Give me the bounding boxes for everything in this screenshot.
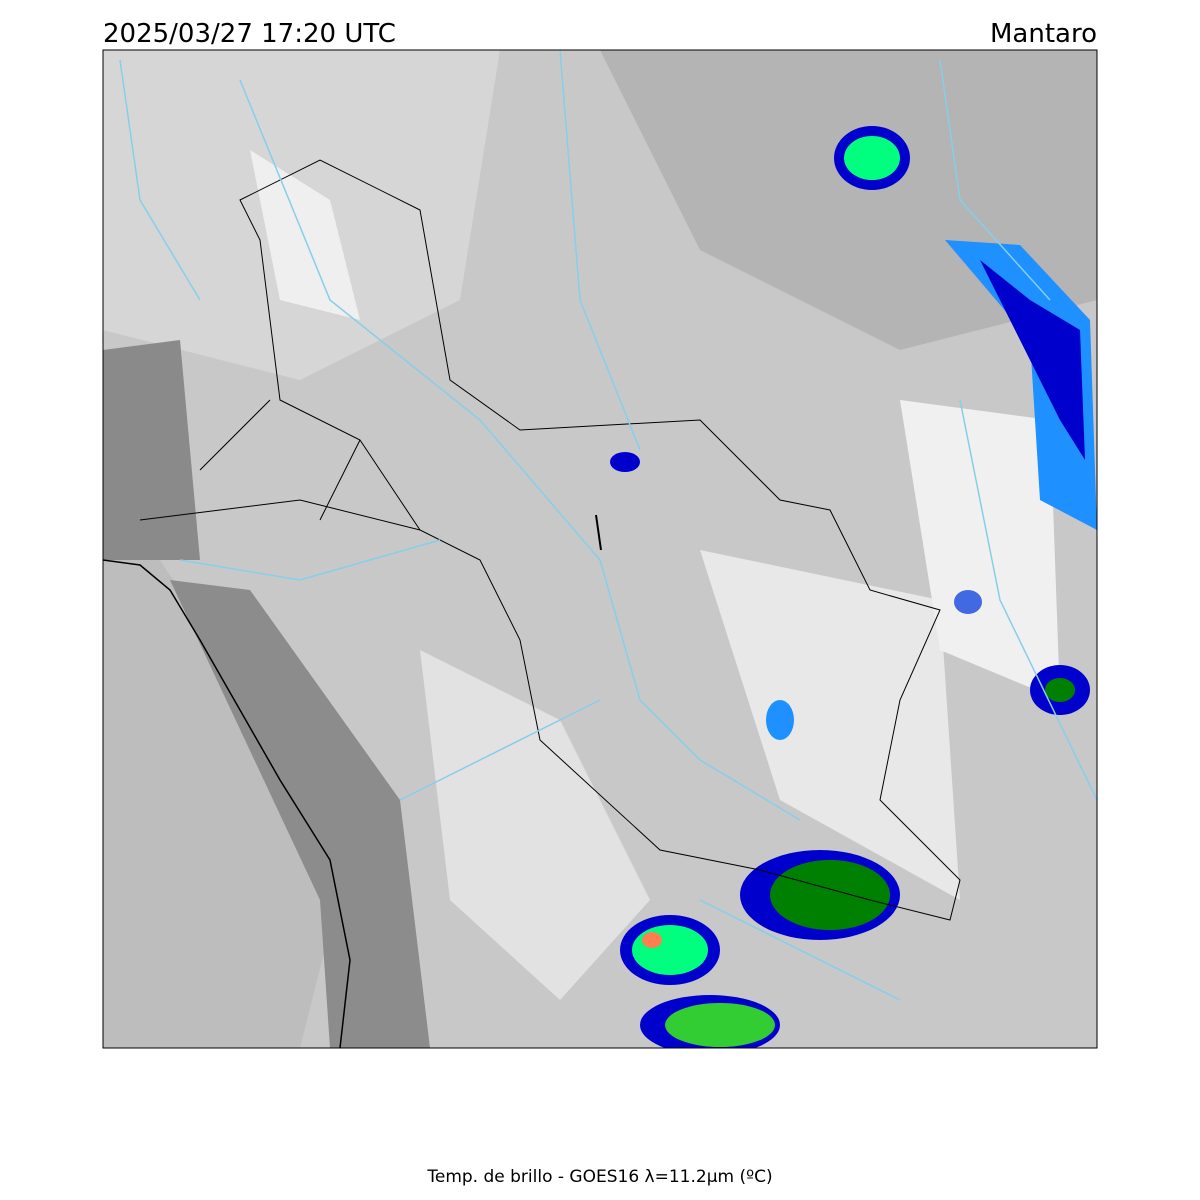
title: 2025/03/27 17:20 UTC: [103, 19, 396, 49]
region-name: Mantaro: [990, 19, 1097, 49]
map-frame: [102, 49, 1098, 1049]
satellite-image: [103, 50, 1097, 1048]
colorbar-label: Temp. de brillo - GOES16 λ=11.2μm (ºC): [426, 1167, 772, 1187]
